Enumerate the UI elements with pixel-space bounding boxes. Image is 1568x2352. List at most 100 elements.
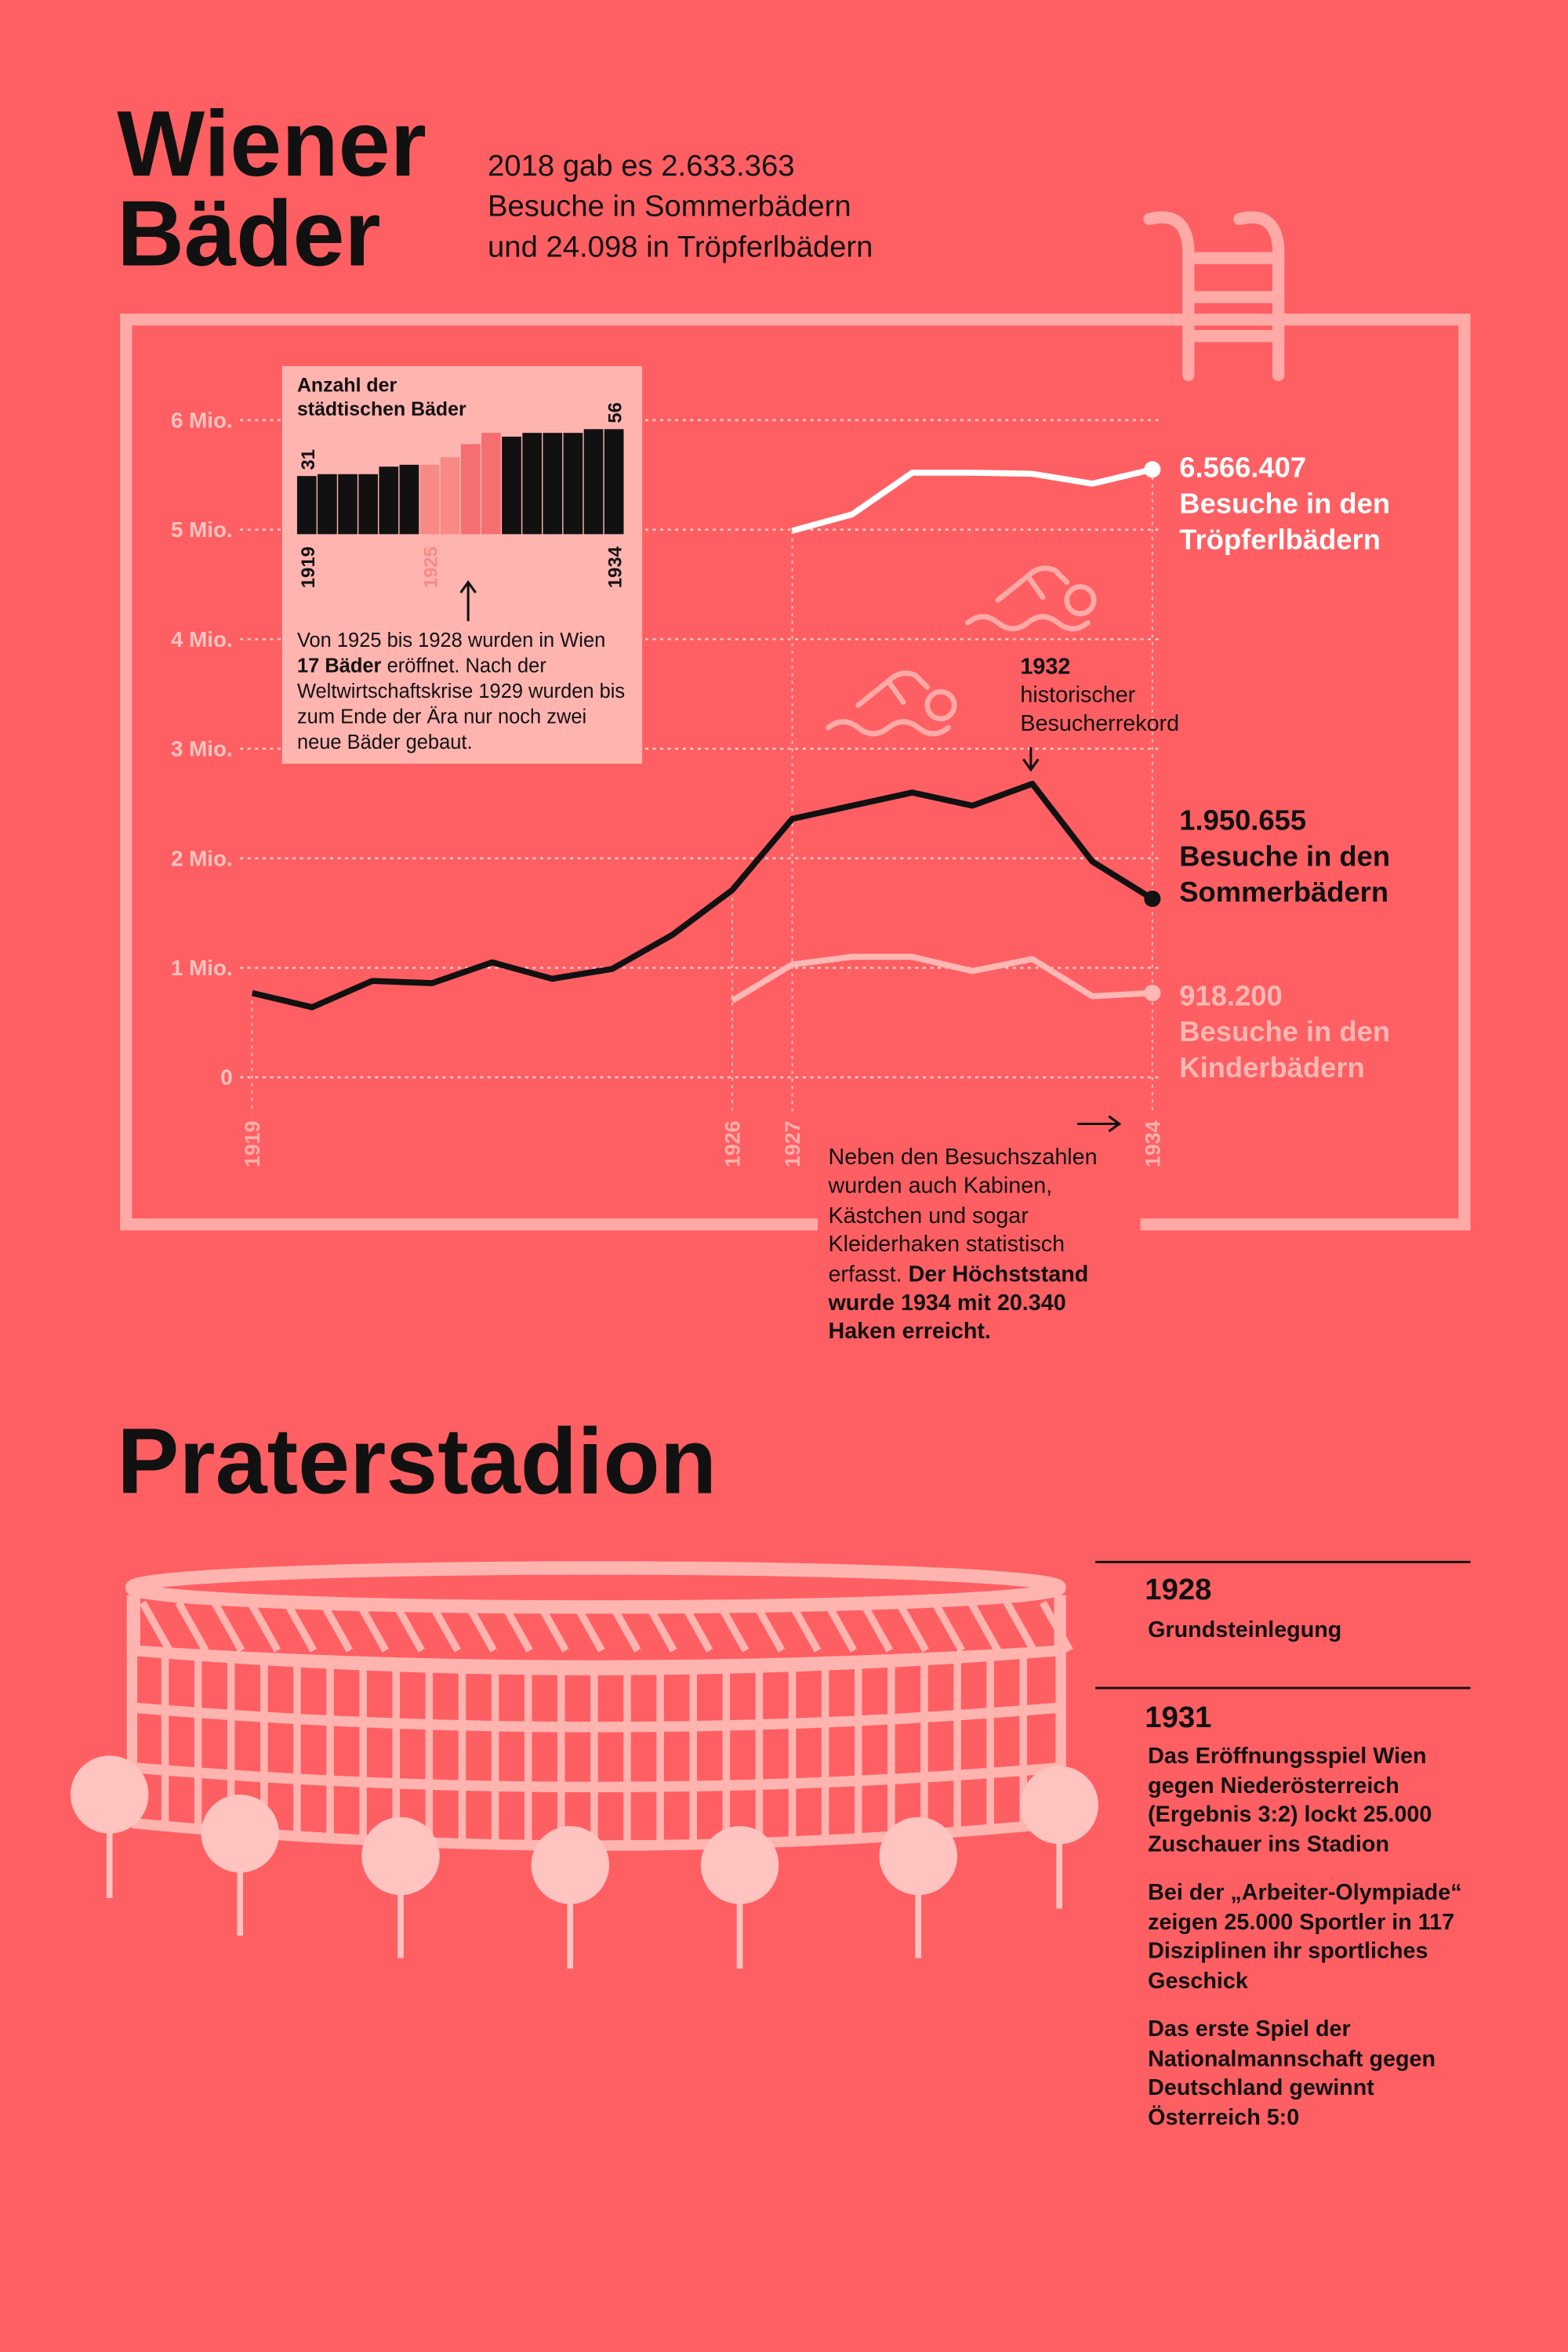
stadium-brace [1004, 1600, 1037, 1653]
swimmer-wave [965, 614, 1091, 632]
line-chart: 0 1 Mio. 2 Mio. 3 Mio. 4 Mio. 5 Mio. 6 Mio. 191… [171, 408, 1164, 1167]
bar [604, 429, 624, 535]
bar [399, 464, 419, 535]
series-line [730, 953, 1153, 1004]
subtitle-line: und 24.098 in Tröpferlbädern [488, 230, 873, 263]
timeline-event: Grundsteinlegung [1148, 1617, 1342, 1643]
subtitle-line: 2018 gab es 2.633.363 [488, 149, 795, 183]
stadium-brace [283, 1600, 318, 1653]
x-tick-label: 1927 [781, 1120, 804, 1167]
lamp [201, 1794, 279, 1873]
end-label-block: 1.950.655 Besuche in den Sommerbädern [1179, 804, 1479, 913]
bar [358, 474, 379, 535]
legend-entry: Besuche in den Kinderbädern [1179, 1017, 1391, 1085]
bar [563, 433, 583, 535]
stadium-brace [211, 1600, 245, 1653]
bar-value-label: 31 [298, 449, 319, 470]
lamp [879, 1817, 958, 1896]
timeline-events: Das Eröffnungsspiel Wien gegen Niederöst… [1148, 1743, 1462, 2130]
stadium-brace [391, 1600, 425, 1653]
end-point [1144, 985, 1161, 1002]
annotation-title: 1932 [1020, 654, 1071, 680]
timeline-year: 1928 [1145, 1573, 1211, 1606]
bar-chart: 31 1919 1925 56 1934 [296, 402, 626, 588]
note-highlight: Der Höchststand wurde 1934 mit 20.340 Ha… [828, 1261, 1089, 1345]
annotation: 1932 historischer Besucherrekord [1020, 653, 1207, 739]
stadium-brace [247, 1600, 281, 1653]
stadium-brace [643, 1600, 677, 1653]
x-tick-label: 1926 [721, 1120, 745, 1167]
y-tick-label: 1 Mio. [171, 956, 233, 980]
note-text: Neben den Besuchszahlen wurden auch Kabi… [828, 1143, 1120, 1347]
note-body: Neben den Besuchszahlen wurden auch Kabi… [828, 1145, 1098, 1287]
annotation-arrow [1022, 747, 1040, 772]
end-point [1144, 461, 1161, 478]
lamp [361, 1817, 440, 1896]
x-tick-label: 1925 [421, 546, 442, 588]
swimmer-icon [965, 565, 1097, 632]
inset-note-body: Von 1925 bis 1928 wurden in Wien [296, 628, 606, 652]
timeline-year: 1931 [1145, 1700, 1211, 1734]
subtitle-line: Besuche in Sommerbädern [488, 190, 851, 223]
timeline-event: Das Eröffnungsspiel Wien gegen Niederöst… [1148, 1743, 1432, 1857]
lamp [700, 1826, 779, 1904]
lamp [1020, 1766, 1098, 1845]
bar [522, 433, 543, 535]
bar [481, 433, 501, 535]
series-line [791, 466, 1153, 534]
section-title: Praterstadion [117, 1410, 717, 1513]
annotation-block: 1932 historischer Besucherrekord [1020, 653, 1207, 739]
stadium-brace [319, 1600, 354, 1653]
stadium-brace [175, 1600, 209, 1653]
pool-outline [120, 314, 1471, 1231]
ladder-rail [1233, 211, 1285, 382]
timeline-event: Das erste Spiel der Nationalmannschaft g… [1148, 2016, 1436, 2130]
end-label: 6.566.407 Besuche in den Tröpferlbädern [1179, 453, 1391, 557]
end-label: 1.950.655 Besuche in den Sommerbädern [1179, 804, 1479, 913]
bar-value-label: 56 [605, 402, 626, 423]
inset-note: Von 1925 bis 1928 wurden in Wien 17 Bäde… [296, 628, 625, 753]
lamp [531, 1826, 610, 1904]
inset-panel [281, 365, 643, 764]
title-line: Bäder [117, 183, 380, 286]
stadium-brace [607, 1600, 641, 1653]
stadium-brace [355, 1600, 390, 1653]
timeline-event: Bei der „Arbeiter-Olympiade“ zeigen 25.0… [1148, 1880, 1462, 1994]
note-arrow [1077, 1115, 1122, 1133]
stadium-brace [751, 1600, 786, 1653]
bar [543, 433, 563, 535]
arrow-head [459, 579, 477, 593]
end-label-block: 918.200 Besuche in den Kinderbädern [1179, 980, 1479, 1088]
y-tick-label: 3 Mio. [171, 737, 233, 761]
end-point [1144, 890, 1161, 907]
inset-arrow [459, 579, 477, 622]
x-tick-label: 1934 [605, 546, 626, 588]
swimmer-head [1064, 583, 1097, 617]
stadium-brace [967, 1600, 1001, 1653]
stadium-brace [463, 1600, 497, 1653]
y-tick-label: 5 Mio. [171, 517, 233, 542]
stadium-brace [823, 1600, 858, 1653]
inset-title-text: Anzahl der städtischen Bäder [296, 373, 466, 420]
bar [338, 474, 358, 535]
bar [440, 457, 460, 535]
bar [583, 429, 604, 535]
stadium-brace [139, 1600, 173, 1653]
bar [296, 476, 317, 535]
x-tick-label: 1919 [298, 546, 319, 588]
legend-entry: Besuche in den Tröpferlbädern [1179, 488, 1391, 557]
ladder [1143, 211, 1285, 382]
stadium-brace [787, 1600, 822, 1653]
stadium-brace [715, 1600, 750, 1653]
swimmer-icon [826, 670, 957, 737]
bar [502, 436, 521, 535]
stadium-brace [859, 1600, 894, 1653]
stadium-brace [499, 1600, 533, 1653]
timeline-events: Grundsteinlegung [1148, 1617, 1342, 1643]
x-tick-label: 1919 [241, 1120, 264, 1167]
bar [379, 466, 399, 535]
y-tick-label: 4 Mio. [171, 627, 233, 652]
